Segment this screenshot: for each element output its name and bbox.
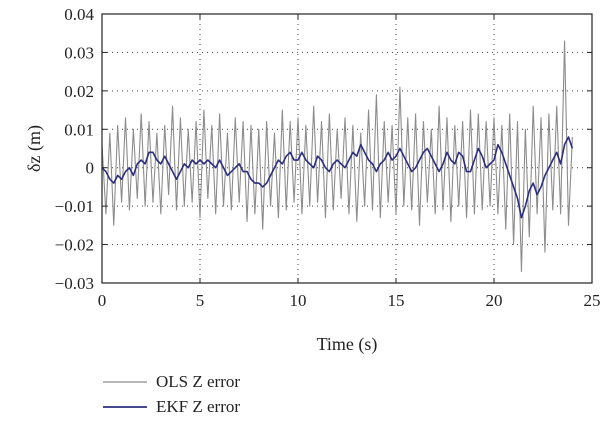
y-tick-label: 0.03 <box>64 43 94 62</box>
x-tick-label: 0 <box>98 291 107 310</box>
y-tick-label: −0.02 <box>55 236 94 255</box>
axis-ticks: 0 5 10 15 20 25 −0.03 −0.02 −0.01 0 0.01 0.02 0.03 0.… <box>55 5 600 310</box>
legend: OLS Z error EKF Z error <box>103 372 240 416</box>
y-tick-label: 0 <box>86 159 95 178</box>
y-tick-label: 0.04 <box>64 5 94 24</box>
legend-label-ols: OLS Z error <box>156 372 240 391</box>
legend-label-ekf: EKF Z error <box>156 397 240 416</box>
x-tick-label: 5 <box>196 291 205 310</box>
y-tick-label: 0.01 <box>64 120 94 139</box>
x-tick-label: 10 <box>290 291 307 310</box>
x-tick-label: 15 <box>388 291 405 310</box>
y-axis-label: δz (m) <box>24 125 45 172</box>
series-layer <box>101 40 574 273</box>
y-tick-label: −0.03 <box>55 274 94 293</box>
x-tick-label: 20 <box>486 291 503 310</box>
plot-frame <box>101 13 593 284</box>
series-line-ols <box>101 40 573 273</box>
y-tick-label: −0.01 <box>55 197 94 216</box>
series-line-ekf <box>101 136 574 219</box>
x-axis-label: Time (s) <box>317 334 378 355</box>
y-tick-label: 0.02 <box>64 82 94 101</box>
x-tick-label: 25 <box>584 291 600 310</box>
